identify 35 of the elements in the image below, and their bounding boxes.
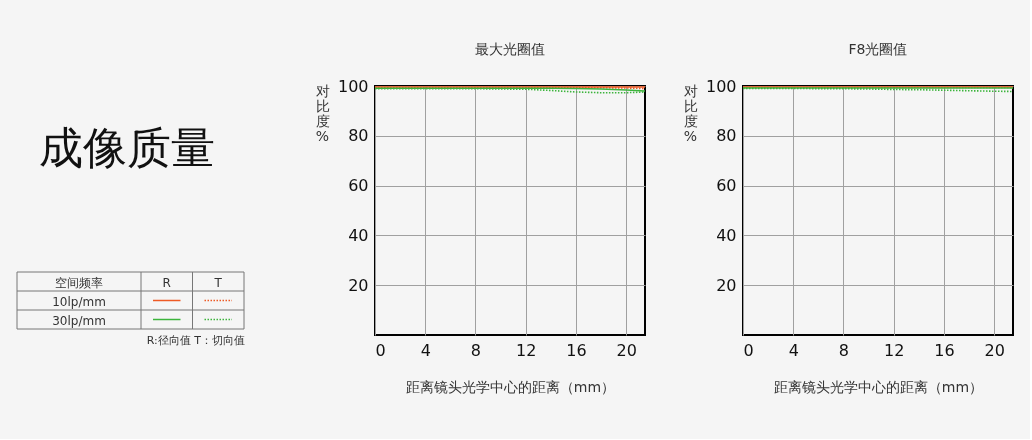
x-tick-label: 16: [566, 340, 587, 360]
y-tick-label: 40: [716, 225, 737, 245]
text: R:径向值 T：切向值: [146, 334, 245, 347]
text: 成像质量: [39, 122, 215, 173]
x-tick-label: 8: [470, 340, 482, 360]
x-tick-label: 4: [420, 340, 431, 360]
chart-title: F8光圈值: [848, 41, 908, 57]
y-tick-label: 80: [348, 126, 369, 146]
x-axis-title: 距离镜头光学中心的距离（mm）: [773, 378, 984, 395]
x-tick-label: 0: [375, 340, 386, 360]
chart-title: 最大光圈值: [475, 41, 545, 57]
y-tick-label: 60: [716, 176, 737, 196]
y-tick-label: 100: [337, 76, 369, 96]
y-axis-title: 对比度%: [683, 82, 698, 144]
y-tick-label: 20: [716, 275, 737, 295]
x-tick-label: 4: [788, 340, 799, 360]
y-tick-label: 20: [348, 275, 369, 295]
y-tick-label: 60: [348, 176, 369, 196]
x-tick-label: 16: [934, 340, 955, 360]
x-tick-label: 0: [743, 340, 754, 360]
x-axis-title: 距离镜头光学中心的距离（mm）: [405, 378, 616, 395]
text: 30lp/mm: [52, 313, 106, 328]
x-tick-label: 20: [984, 340, 1005, 360]
text: 10lp/mm: [52, 294, 106, 309]
y-tick-label: 80: [716, 126, 737, 146]
text: R: [162, 275, 171, 290]
x-tick-label: 20: [616, 340, 637, 360]
x-tick-label: 12: [516, 340, 537, 360]
text: T: [213, 275, 223, 290]
x-tick-label: 12: [884, 340, 905, 360]
y-axis-title: 对比度%: [315, 82, 330, 144]
legend-title: 空间频率: [55, 275, 103, 290]
y-tick-label: 100: [705, 76, 737, 96]
y-tick-label: 40: [348, 225, 369, 245]
x-tick-label: 8: [838, 340, 850, 360]
